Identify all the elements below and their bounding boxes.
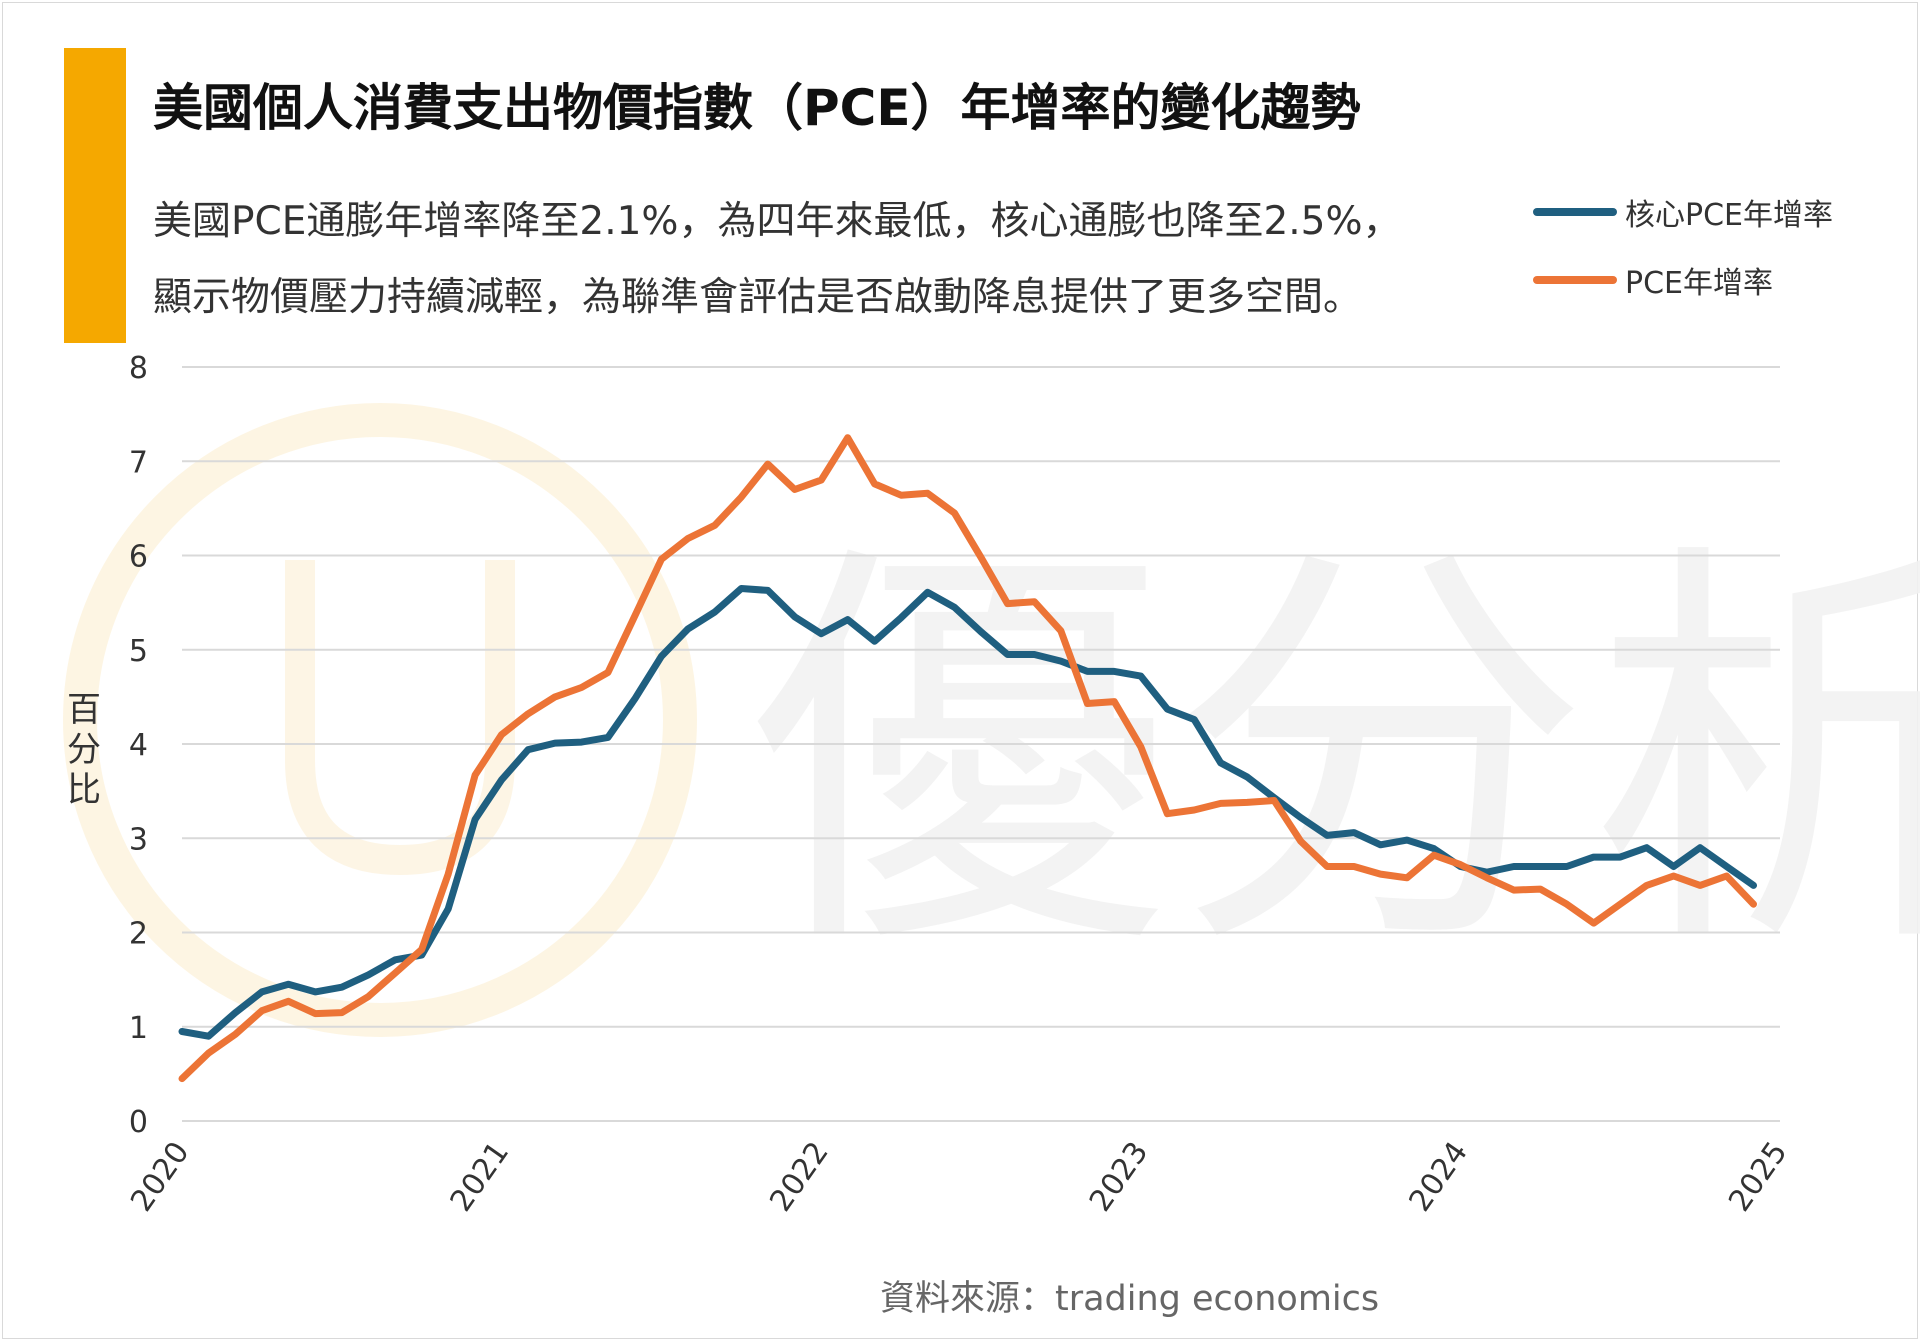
y-axis-ticks: 0 1 2 3 4 5 6 7 8 bbox=[129, 351, 148, 1140]
series-lines bbox=[178, 434, 1757, 1083]
series-line-pce bbox=[178, 434, 1757, 1083]
y-tick-label: 6 bbox=[129, 540, 148, 575]
y-tick-label: 2 bbox=[129, 917, 148, 952]
y-tick-label: 4 bbox=[129, 728, 148, 763]
source-note: 資料來源：trading economics bbox=[880, 1279, 1380, 1319]
x-tick-label: 2024 bbox=[1402, 1136, 1474, 1219]
legend-swatch-pce bbox=[1533, 276, 1617, 284]
y-tick-label: 8 bbox=[129, 351, 148, 386]
x-axis-ticks: 2020 2021 2022 2023 2024 2025 bbox=[124, 1136, 1794, 1219]
x-tick-label: 2021 bbox=[444, 1136, 516, 1219]
legend-item-core-pce: 核心PCE年增率 bbox=[1533, 192, 1833, 233]
chart-title: 美國個人消費支出物價指數（PCE）年增率的變化趨勢 bbox=[153, 79, 1361, 137]
chart-subtitle-line2: 顯示物價壓力持續減輕，為聯準會評估是否啟動降息提供了更多空間。 bbox=[153, 275, 1363, 320]
legend-label-pce: PCE年增率 bbox=[1625, 266, 1773, 301]
y-tick-label: 5 bbox=[129, 634, 148, 669]
legend-swatch-core-pce bbox=[1533, 208, 1617, 216]
y-tick-label: 3 bbox=[129, 822, 148, 857]
x-tick-label: 2023 bbox=[1083, 1136, 1155, 1219]
legend-label-core-pce: 核心PCE年增率 bbox=[1625, 198, 1833, 233]
y-axis-label: 百分比 bbox=[67, 690, 101, 810]
y-tick-label: 0 bbox=[129, 1105, 148, 1140]
title-accent-bar bbox=[64, 48, 126, 343]
chart-subtitle-line1: 美國PCE通膨年增率降至2.1%，為四年來最低，核心通膨也降至2.5%， bbox=[153, 199, 1402, 244]
x-tick-label: 2025 bbox=[1722, 1136, 1794, 1219]
legend-item-pce: PCE年增率 bbox=[1533, 260, 1773, 301]
series-line-core-pce bbox=[178, 585, 1757, 1040]
grid-lines bbox=[182, 366, 1780, 1122]
x-tick-label: 2020 bbox=[124, 1136, 196, 1219]
x-tick-label: 2022 bbox=[763, 1136, 835, 1219]
y-tick-label: 1 bbox=[129, 1011, 148, 1046]
y-tick-label: 7 bbox=[129, 445, 148, 480]
